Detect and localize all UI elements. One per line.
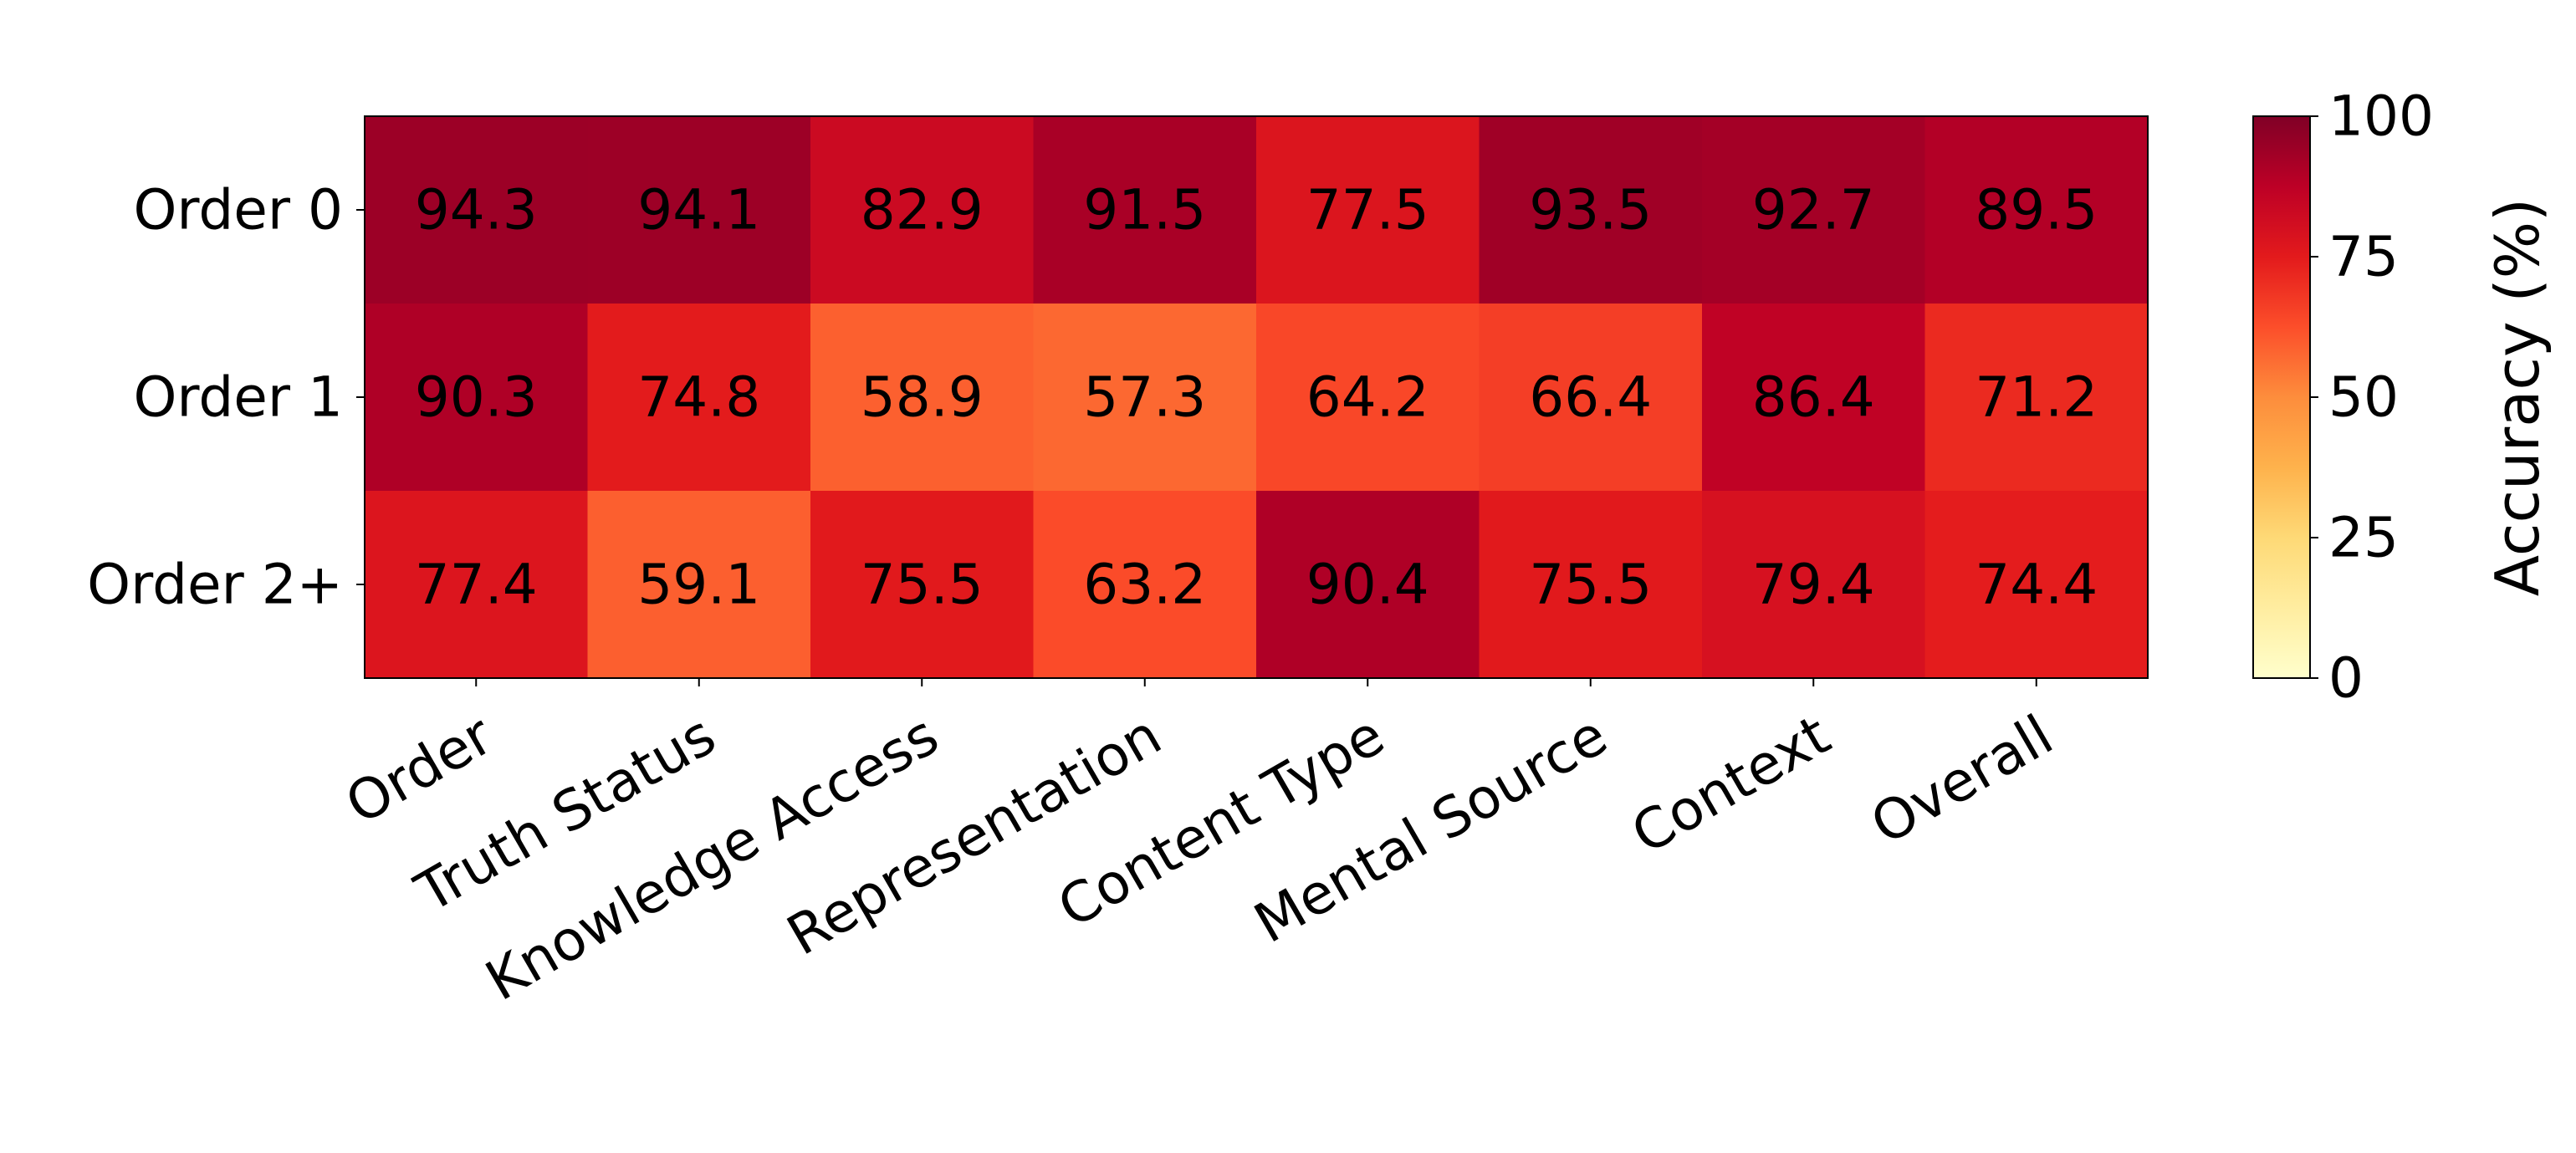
heatmap-cell-r1-c3: [1033, 304, 1257, 492]
colorbar-label: Accuracy (%): [2482, 198, 2553, 596]
colorbar-tick-label: 0: [2328, 646, 2364, 711]
y-tick-label: Order 1: [133, 365, 343, 430]
heatmap-cell-r0-c5: [1479, 116, 1703, 304]
cell-value-label-r0-c5: 93.5: [1529, 178, 1652, 242]
heatmap-value-labels: 94.3 94.1 82.9 91.5 77.5 93.5 92.7 89.5 90.3 74.8…: [415, 178, 2098, 617]
heatmap-cell-r0-c3: [1033, 116, 1257, 304]
heatmap-cell-r0-c1: [587, 116, 811, 304]
y-tick-label: Order 2+: [87, 553, 343, 617]
y-axis: Order 0 Order 1 Order 2+: [87, 178, 365, 617]
x-tick-label: Overall: [1860, 702, 2063, 857]
heatmap-cell-r1-c4: [1256, 304, 1480, 492]
heatmap-cell-r1-c0: [365, 304, 588, 492]
cell-value-label-r1-c7: 71.2: [1975, 365, 2098, 430]
heatmap-cell-r2-c0: [365, 491, 588, 679]
heatmap-cell-r2-c5: [1479, 491, 1703, 679]
colorbar-tick-label: 25: [2328, 506, 2399, 570]
colorbar-tick-label: 50: [2328, 365, 2399, 430]
heatmap-cell-r1-c1: [587, 304, 811, 492]
heatmap-cell-r0-c2: [810, 116, 1034, 304]
cell-value-label-r0-c0: 94.3: [415, 178, 538, 242]
colorbar-gradient: [2252, 115, 2311, 679]
heatmap-cell-r0-c4: [1256, 116, 1480, 304]
cell-value-label-r0-c4: 77.5: [1306, 178, 1429, 242]
cell-value-label-r2-c7: 74.4: [1975, 553, 2098, 617]
cell-value-label-r2-c4: 90.4: [1306, 553, 1429, 617]
cell-value-label-r1-c6: 86.4: [1752, 365, 1875, 430]
heatmap-cell-r1-c7: [1924, 304, 2149, 492]
cell-value-label-r2-c2: 75.5: [861, 553, 984, 617]
cell-value-label-r0-c3: 91.5: [1083, 178, 1206, 242]
x-tick-label: Context: [1621, 702, 1840, 866]
heatmap-cell-r2-c1: [587, 491, 811, 679]
colorbar: 0 25 50 75 100 Accuracy (%): [2252, 84, 2553, 711]
heatmap-cell-r0-c6: [1702, 116, 1925, 304]
heatmap-cell-r1-c2: [810, 304, 1034, 492]
y-tick-label: Order 0: [133, 178, 343, 242]
cell-value-label-r1-c4: 64.2: [1306, 365, 1429, 430]
cell-value-label-r2-c1: 59.1: [637, 553, 760, 617]
cell-value-label-r1-c5: 66.4: [1529, 365, 1652, 430]
x-tick-label: Representation: [777, 702, 1173, 967]
heatmap-cells: [365, 116, 2149, 679]
cell-value-label-r2-c6: 79.4: [1752, 553, 1875, 617]
heatmap-cell-r2-c6: [1702, 491, 1925, 679]
heatmap-cell-r0-c0: [365, 116, 588, 304]
cell-value-label-r1-c1: 74.8: [637, 365, 760, 430]
cell-value-label-r1-c0: 90.3: [415, 365, 538, 430]
heatmap-cell-r1-c6: [1702, 304, 1925, 492]
heatmap-cell-r1-c5: [1479, 304, 1703, 492]
cell-value-label-r2-c5: 75.5: [1529, 553, 1652, 617]
cell-value-label-r2-c3: 63.2: [1083, 553, 1206, 617]
heatmap-cell-r2-c4: [1256, 491, 1480, 679]
cell-value-label-r0-c2: 82.9: [861, 178, 984, 242]
colorbar-tick-label: 100: [2328, 84, 2434, 149]
cell-value-label-r0-c7: 89.5: [1975, 178, 2098, 242]
colorbar-tick-label: 75: [2328, 225, 2399, 289]
cell-value-label-r1-c2: 58.9: [861, 365, 984, 430]
cell-value-label-r0-c6: 92.7: [1752, 178, 1875, 242]
cell-value-label-r0-c1: 94.1: [637, 178, 760, 242]
heatmap-cell-r0-c7: [1924, 116, 2149, 304]
cell-value-label-r2-c0: 77.4: [415, 553, 538, 617]
heatmap-cell-r2-c7: [1924, 491, 2149, 679]
cell-value-label-r1-c3: 57.3: [1083, 365, 1206, 430]
heatmap-cell-r2-c3: [1033, 491, 1257, 679]
x-tick-label: Order: [335, 702, 504, 837]
heatmap-cell-r2-c2: [810, 491, 1034, 679]
